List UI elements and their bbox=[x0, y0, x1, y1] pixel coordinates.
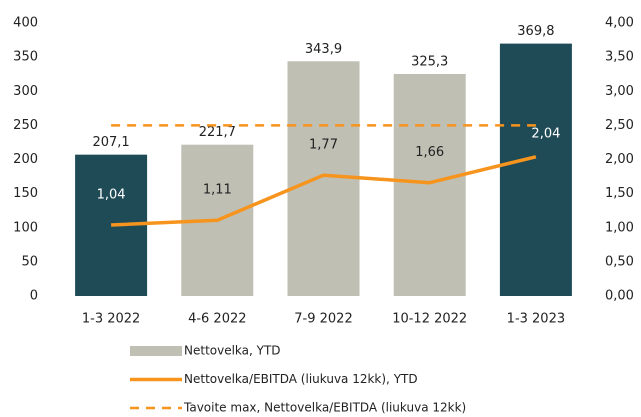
x-tick-label: 1-3 2022 bbox=[82, 312, 140, 327]
bar bbox=[393, 73, 466, 296]
line-value-label: 1,11 bbox=[203, 183, 232, 198]
x-tick-label: 1-3 2023 bbox=[507, 312, 565, 327]
y2-tick-label: 1,00 bbox=[605, 220, 634, 235]
y-tick-label: 350 bbox=[13, 50, 38, 65]
x-tick-label: 7-9 2022 bbox=[294, 312, 352, 327]
line-value-label: 1,66 bbox=[415, 145, 444, 160]
bar-value-label: 343,9 bbox=[305, 42, 342, 57]
y-tick-label: 200 bbox=[13, 152, 38, 167]
legend-label: Tavoite max, Nettovelka/EBITDA (liukuva … bbox=[183, 401, 466, 415]
y2-tick-label: 2,00 bbox=[605, 152, 634, 167]
bar-value-label: 221,7 bbox=[199, 125, 236, 140]
x-tick-label: 4-6 2022 bbox=[188, 312, 246, 327]
legend-label: Nettovelka, YTD bbox=[184, 344, 281, 358]
y-tick-label: 150 bbox=[13, 186, 38, 201]
y-tick-label: 400 bbox=[13, 16, 38, 31]
y-tick-label: 0 bbox=[30, 289, 38, 304]
line bbox=[111, 155, 537, 227]
y2-tick-label: 3,00 bbox=[605, 84, 634, 99]
legend-label: Nettovelka/EBITDA (liukuva 12kk), YTD bbox=[184, 372, 418, 386]
y2-tick-label: 3,50 bbox=[605, 50, 634, 65]
y-tick-label: 50 bbox=[21, 254, 38, 269]
y2-tick-label: 0,50 bbox=[605, 254, 634, 269]
bar-value-label: 207,1 bbox=[92, 135, 129, 150]
y2-tick-label: 0,00 bbox=[605, 289, 634, 304]
bar bbox=[499, 43, 572, 297]
y2-tick-label: 4,00 bbox=[605, 16, 634, 31]
line-value-label: 2,04 bbox=[531, 126, 560, 141]
line-value-label: 1,04 bbox=[97, 188, 126, 203]
y-tick-label: 250 bbox=[13, 118, 38, 133]
legend-swatch bbox=[130, 346, 182, 356]
line-value-label: 1,77 bbox=[309, 138, 338, 153]
y2-tick-label: 2,50 bbox=[605, 118, 634, 133]
y2-tick-label: 1,50 bbox=[605, 186, 634, 201]
bar-value-label: 325,3 bbox=[411, 54, 448, 69]
y-tick-label: 100 bbox=[13, 220, 38, 235]
x-tick-label: 10-12 2022 bbox=[392, 312, 467, 327]
bar-value-label: 369,8 bbox=[517, 24, 554, 39]
y-tick-label: 300 bbox=[13, 84, 38, 99]
